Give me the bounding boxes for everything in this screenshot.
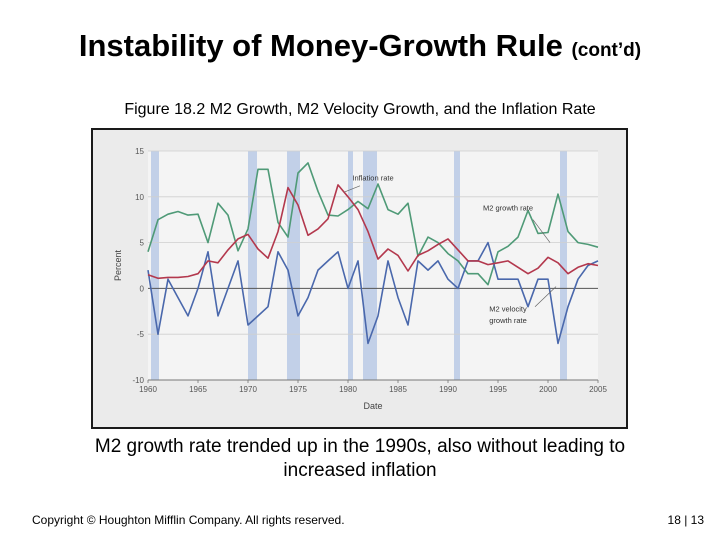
recession-band [151,151,159,380]
note-line-1: M2 growth rate trended up in the 1990s, … [94,436,626,457]
series-line-m2-velocity [147,241,599,345]
x-tick-label: 1965 [189,385,207,394]
title-main: Instability of Money-Growth Rule [78,28,563,63]
annotation-leader [343,185,361,193]
note-line-2: increased inflation [283,460,437,481]
x-tick-label: 1975 [289,385,307,394]
y-tick-label: 5 [140,239,145,248]
x-tick-label: 2005 [589,385,607,394]
y-tick-label: 10 [135,193,144,202]
series-annotation: M2 velocity [489,304,527,313]
x-axis-title: Date [363,401,382,411]
title-suffix: (cont’d) [571,40,642,61]
series-annotation: M2 growth rate [483,204,533,213]
figure-frame: 15 10 5 0 -5 -10 1960 1965 1970 1975 1980 1985 1990 1… [91,128,628,429]
recession-band [454,151,460,380]
recession-band [348,151,353,380]
recession-band [560,151,567,380]
series-annotation: Inflation rate [352,173,393,182]
recession-band [363,151,377,380]
annotation-leader [534,286,557,307]
series-annotation: growth rate [489,316,527,325]
recession-band [248,151,257,380]
x-tick-label: 1980 [339,385,357,394]
annotation-leader [532,219,551,243]
recession-band [287,151,300,380]
figure-caption: Figure 18.2 M2 Growth, M2 Velocity Growt… [124,101,596,118]
y-tick-label: 15 [135,147,144,156]
x-tick-label: 1990 [439,385,457,394]
page-number: 18 | 13 [667,513,704,527]
x-tick-label: 1970 [239,385,257,394]
x-tick-label: 2000 [539,385,557,394]
series-line-m2-growth [147,162,599,286]
x-tick-label: 1995 [489,385,507,394]
x-tick-label: 1960 [139,385,157,394]
y-axis-title: Percent [113,249,123,281]
y-tick-label: 0 [140,284,145,293]
x-tick-label: 1985 [389,385,407,394]
y-tick-label: -5 [137,330,145,339]
copyright-notice: Copyright © Houghton Mifflin Company. Al… [32,513,345,527]
slide-title: Instability of Money-Growth Rule (cont’d… [0,28,720,64]
y-tick-label: -10 [132,376,144,385]
series-line-inflation [147,184,599,280]
slide-note: M2 growth rate trended up in the 1990s, … [70,435,650,483]
